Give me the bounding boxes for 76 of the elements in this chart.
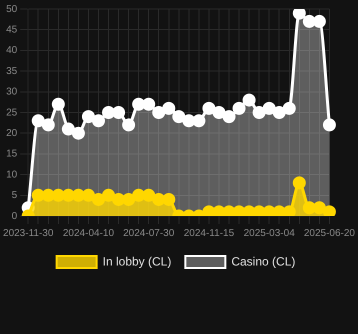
point [262,205,276,216]
point [312,14,326,28]
x-tick-label: 2025-03-04 [244,228,296,239]
legend-label: Casino (CL) [231,254,296,268]
point [202,102,216,115]
point [52,98,65,111]
y-tick-label: 15 [6,148,18,160]
point [162,192,176,206]
point [282,205,296,216]
y-tick-label: 10 [6,169,18,180]
point [162,102,176,115]
point [262,102,276,115]
point [272,205,286,216]
point [302,201,316,214]
y-tick-label: 30 [6,86,18,98]
point [212,205,226,216]
point [282,102,296,115]
point [72,188,85,202]
point [192,114,206,128]
x-tick-label: 2024-07-30 [123,228,175,239]
point [212,106,226,119]
y-tick-label: 20 [6,128,18,139]
point [142,188,156,202]
point [82,110,95,124]
point [252,106,266,119]
point [222,205,236,216]
point [242,205,256,216]
x-tick-label: 2025-06-20 [304,228,356,239]
point [32,114,45,128]
point [222,110,236,124]
y-tick-label: 50 [6,4,18,15]
point [72,126,85,140]
point [132,98,146,111]
y-tick-label: 45 [6,24,18,36]
point [302,14,316,28]
point [122,192,136,206]
point [42,118,55,132]
point [92,192,105,206]
point [102,188,116,202]
point [132,188,146,202]
x-tick-label: 2024-04-10 [62,228,114,239]
point [92,114,105,128]
y-tick-label: 25 [6,107,18,118]
point [272,106,286,119]
point [82,188,95,202]
point [232,102,246,115]
point [32,188,45,202]
point [312,201,326,214]
y-tick-label: 35 [6,66,18,77]
point [122,118,136,132]
x-tick-label: 2023-11-30 [2,228,54,239]
point [152,192,166,206]
point [62,122,75,136]
y-tick-label: 40 [6,45,18,56]
legend-label: In lobby (CL) [102,254,172,268]
point [322,205,336,216]
y-tick-label: 5 [12,190,18,202]
point [102,106,116,119]
y-tick-label: 0 [12,210,18,222]
point [112,106,126,119]
point [252,205,266,216]
point [172,110,186,124]
point [62,188,75,202]
point [292,9,306,20]
point [292,176,306,190]
point [182,114,196,128]
x-tick-label: 2024-11-15 [184,228,235,239]
point [202,205,216,216]
point [242,94,256,107]
point [322,118,336,132]
point [52,188,65,202]
point [42,188,55,202]
point [112,192,126,206]
point [152,106,166,119]
point [232,205,246,216]
point [142,98,156,111]
